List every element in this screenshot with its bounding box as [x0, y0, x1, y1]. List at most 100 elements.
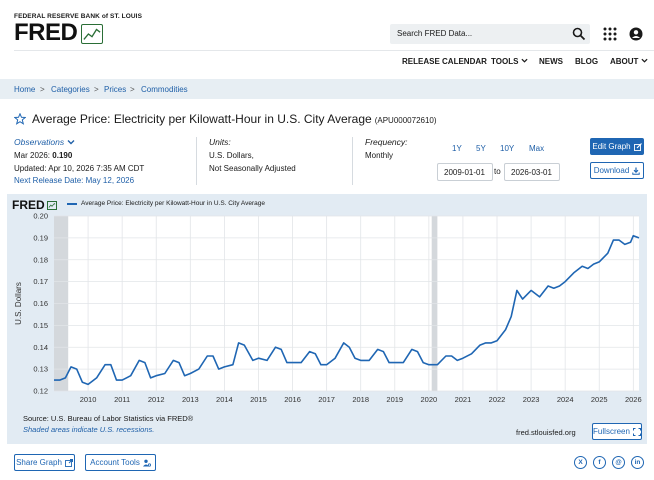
account-icon[interactable]: [629, 27, 643, 41]
recession-note: Shaded areas indicate U.S. recessions.: [23, 425, 155, 434]
star-icon[interactable]: [14, 113, 26, 125]
x-tick-label: 2026: [625, 395, 642, 404]
x-tick-label: 2019: [386, 395, 403, 404]
x-tick-label: 2016: [284, 395, 301, 404]
updated-timestamp: Updated: Apr 10, 2026 7:35 AM CDT: [14, 164, 145, 173]
logo-graph-icon: [46, 200, 57, 210]
breadcrumb-commodities[interactable]: Commodities: [141, 85, 188, 94]
facebook-icon[interactable]: f: [593, 456, 606, 469]
search-input[interactable]: Search FRED Data...: [390, 24, 590, 44]
linkedin-icon[interactable]: in: [631, 456, 644, 469]
chart-fred-logo: FRED: [12, 198, 57, 212]
threads-icon[interactable]: @: [612, 456, 625, 469]
chevron-down-icon: [521, 58, 528, 63]
nav-blog[interactable]: BLOG: [575, 57, 599, 66]
account-tools-label: Account Tools: [90, 458, 140, 467]
legend-label: Average Price: Electricity per Kilowatt-…: [81, 200, 265, 207]
search-icon[interactable]: [572, 27, 586, 41]
search-placeholder: Search FRED Data...: [397, 29, 473, 38]
x-tick-label: 2011: [114, 395, 130, 404]
range-5y-button[interactable]: 5Y: [476, 144, 486, 153]
header-divider: [14, 50, 654, 51]
range-max-button[interactable]: Max: [529, 144, 545, 153]
x-tick-label: 2017: [318, 395, 335, 404]
x-tick-label: 2014: [216, 395, 233, 404]
units-value-1: U.S. Dollars,: [209, 151, 254, 160]
breadcrumb-separator: >: [40, 85, 45, 94]
series-id: (APU000072610): [374, 115, 437, 125]
share-graph-button[interactable]: Share Graph: [14, 454, 75, 471]
meta-divider: [352, 137, 353, 185]
breadcrumb-categories[interactable]: Categories: [51, 85, 90, 94]
breadcrumb-prices[interactable]: Prices: [104, 85, 127, 94]
chart-legend: Average Price: Electricity per Kilowatt-…: [67, 200, 265, 207]
x-tick-label: 2013: [182, 395, 199, 404]
x-tick-label: 2022: [489, 395, 506, 404]
y-axis-label: U.S. Dollars: [14, 282, 23, 325]
series-title-row: Average Price: Electricity per Kilowatt-…: [14, 111, 644, 127]
x-tick-label: 2023: [523, 395, 540, 404]
y-tick-label: 0.13: [33, 365, 48, 374]
chevron-down-icon: [641, 58, 648, 63]
x-tick-label: 2025: [591, 395, 608, 404]
latest-observation: Mar 2026: 0.190: [14, 151, 72, 160]
observation-date: Mar 2026:: [14, 151, 51, 160]
y-tick-label: 0.16: [33, 299, 48, 308]
y-tick-label: 0.14: [33, 343, 48, 352]
x-tick-label: 2021: [455, 395, 472, 404]
date-to-label: to: [494, 167, 501, 176]
fred-logo[interactable]: FRED: [14, 19, 104, 46]
observation-value: 0.190: [52, 151, 73, 160]
range-1y-button[interactable]: 1Y: [452, 144, 462, 153]
x-tick-label: 2015: [250, 395, 267, 404]
nav-tools[interactable]: TOOLS: [491, 57, 528, 66]
nav-release-calendar[interactable]: RELEASE CALENDAR: [402, 57, 487, 66]
breadcrumb-home[interactable]: Home: [14, 85, 36, 94]
user-gear-icon: [142, 459, 151, 467]
y-tick-label: 0.19: [33, 233, 48, 242]
x-tick-label: 2024: [557, 395, 574, 404]
account-tools-button[interactable]: Account Tools: [85, 454, 156, 471]
site-header: FEDERAL RESERVE BANK of ST. LOUIS FRED S…: [0, 0, 654, 50]
breadcrumb-separator: >: [130, 85, 135, 94]
legend-swatch: [67, 202, 77, 205]
download-label: Download: [593, 166, 630, 175]
logo-text: FRED: [14, 19, 78, 46]
start-date-input[interactable]: 2009-01-01: [437, 163, 493, 181]
x-tick-label: 2018: [352, 395, 369, 404]
x-tick-label: 2012: [148, 395, 165, 404]
next-release-link[interactable]: Next Release Date: May 12, 2026: [14, 176, 135, 185]
breadcrumb-separator: >: [94, 85, 99, 94]
line-chart: 0.12 0.13 0.14 0.15 0.16 0.17 0.18 0.19 0.20 2010…: [14, 212, 642, 405]
breadcrumb: Home > Categories > Prices > Commodities: [0, 79, 654, 99]
chart-brand: FRED: [12, 198, 45, 212]
meta-divider: [196, 137, 197, 185]
edit-icon: [633, 142, 642, 151]
range-10y-button[interactable]: 10Y: [500, 144, 515, 153]
edit-graph-label: Edit Graph: [592, 142, 631, 151]
x-tick-label: 2010: [80, 395, 97, 404]
page-title: Average Price: Electricity per Kilowatt-…: [32, 112, 372, 126]
y-tick-label: 0.20: [33, 212, 48, 221]
edit-graph-button[interactable]: Edit Graph: [590, 138, 644, 155]
chevron-down-icon: [67, 140, 75, 145]
apps-grid-icon[interactable]: [603, 27, 617, 41]
logo-graph-icon: [81, 24, 104, 44]
nav-tools-label: TOOLS: [491, 57, 519, 66]
x-social-icon[interactable]: X: [574, 456, 587, 469]
end-date-input[interactable]: 2026-03-01: [504, 163, 560, 181]
site-url: fred.stlouisfed.org: [516, 428, 576, 437]
observations-dropdown[interactable]: Observations: [14, 137, 75, 147]
fullscreen-button[interactable]: Fullscreen: [592, 423, 642, 440]
chart-source: Source: U.S. Bureau of Labor Statistics …: [23, 414, 194, 423]
units-value-2: Not Seasonally Adjusted: [209, 164, 296, 173]
nav-news[interactable]: NEWS: [539, 57, 563, 66]
nav-about-label: ABOUT: [610, 57, 639, 66]
download-button[interactable]: Download: [590, 162, 644, 179]
share-icon: [64, 458, 73, 467]
frequency-label: Frequency:: [365, 137, 408, 147]
nav-about[interactable]: ABOUT: [610, 57, 648, 66]
y-tick-label: 0.15: [33, 321, 48, 330]
units-label: Units:: [209, 137, 231, 147]
